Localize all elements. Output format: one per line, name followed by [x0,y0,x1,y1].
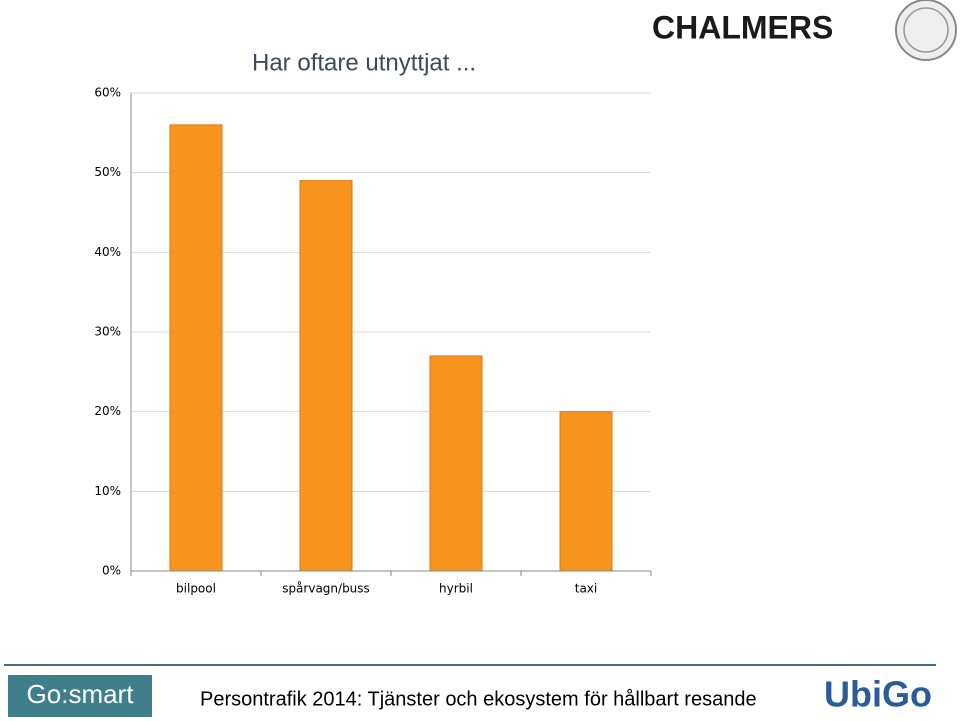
footer-text: Persontrafik 2014: Tjänster och ekosyste… [200,688,757,710]
x-tick-label: bilpool [176,582,216,596]
seal [895,0,957,61]
chart-title: Har oftare utnyttjat ... [252,49,476,76]
y-tick-label: 40% [94,245,121,259]
seal-ring [903,7,949,53]
badge: Go:smart [27,679,135,709]
y-tick-label: 0% [102,564,121,578]
y-tick-label: 30% [94,325,121,339]
bar [169,124,223,572]
x-tick-label: spårvagn/buss [282,582,370,596]
bar [559,411,613,572]
y-tick-label: 50% [94,165,121,179]
brand: UbiGo [824,674,932,715]
x-separators [130,571,652,576]
bar [429,355,483,572]
plot [131,92,651,572]
bar [299,180,353,572]
badge-box [8,675,152,717]
y-tick-label: 10% [94,484,121,498]
y-tick-label: 20% [94,404,121,418]
x-tick-label: taxi [575,582,598,596]
y-tick-label: 60% [94,86,121,100]
x-tick-label: hyrbil [439,582,473,596]
logo: CHALMERS [652,9,833,45]
